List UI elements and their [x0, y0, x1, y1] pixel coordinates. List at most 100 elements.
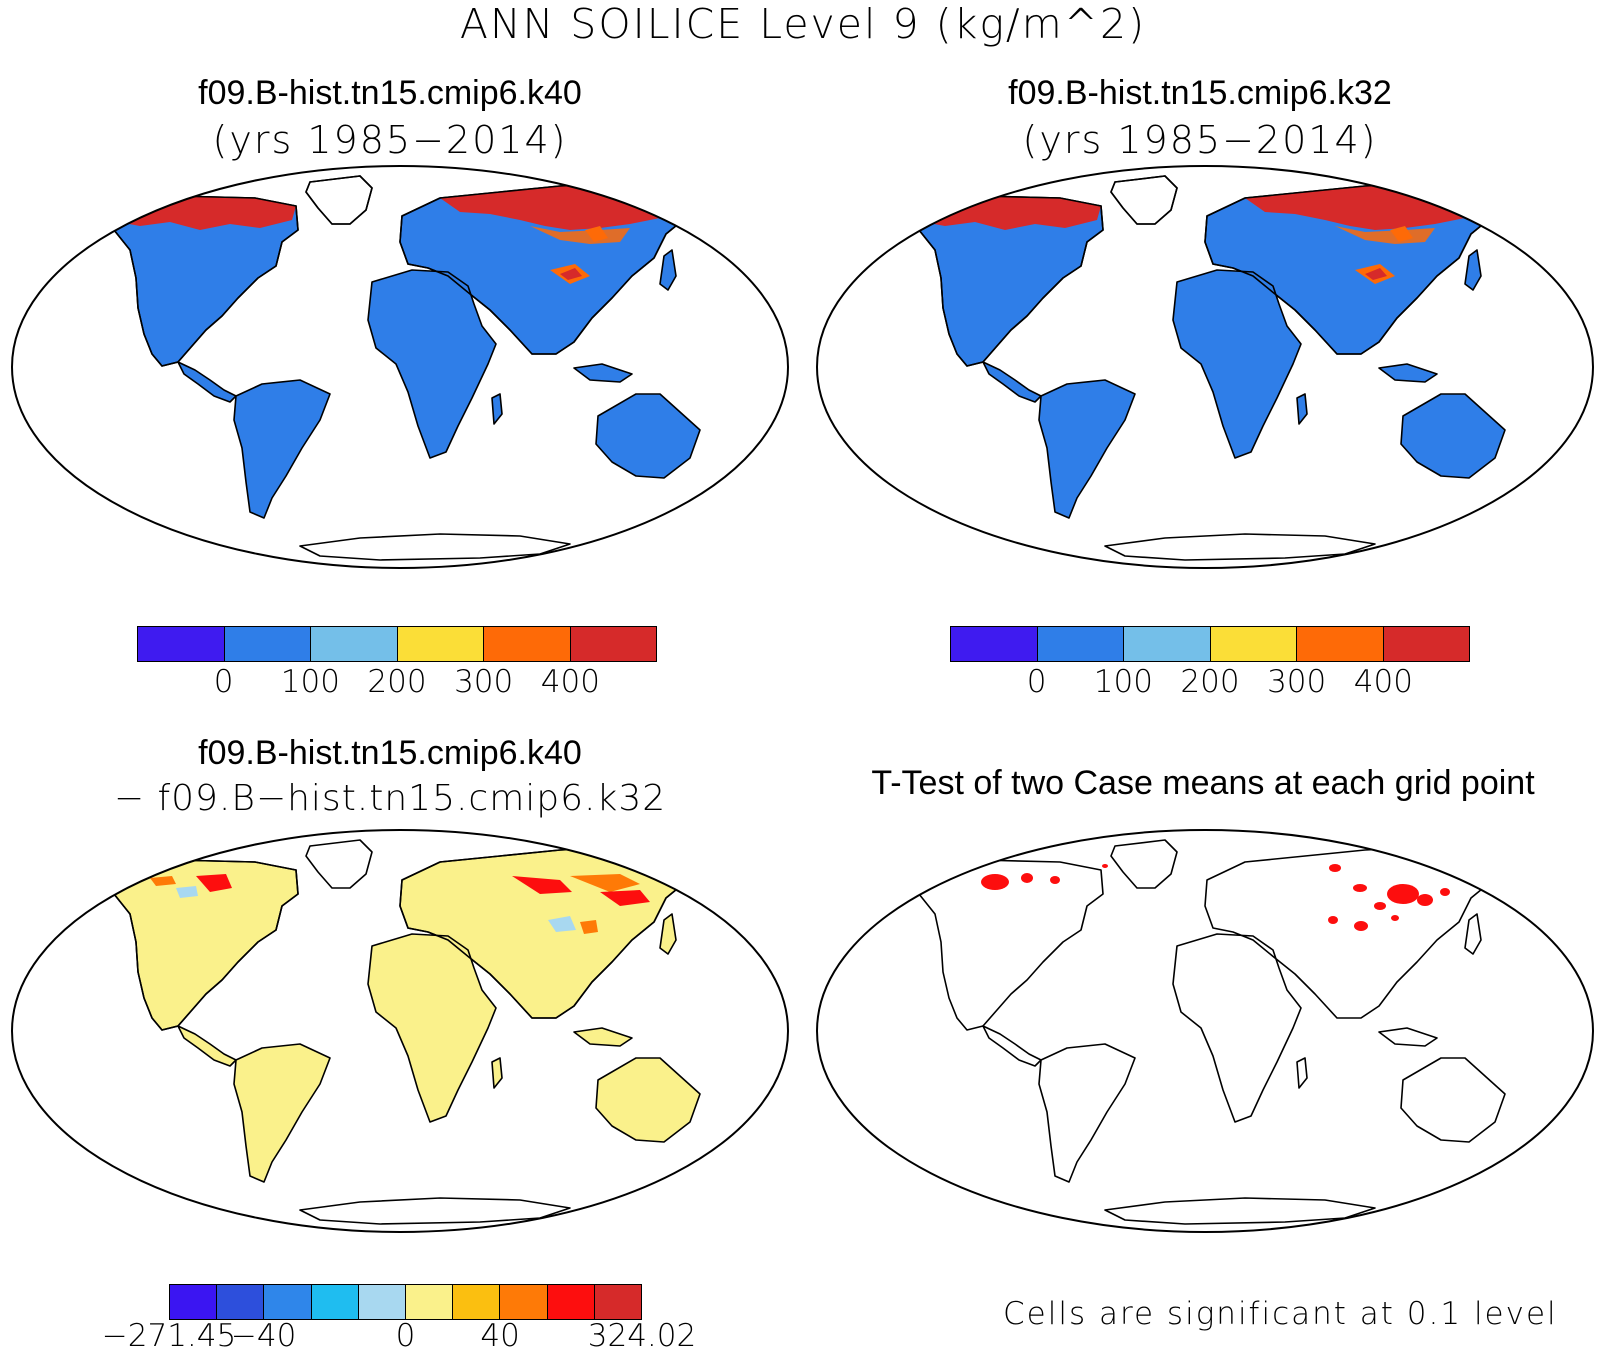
colorbar-segment	[547, 1285, 595, 1319]
continent-australia	[1400, 393, 1506, 479]
significant-cell	[929, 869, 937, 875]
difference-patch	[196, 874, 232, 892]
continent-japan	[1464, 913, 1482, 955]
panel-title-ttest: T-Test of two Case means at each grid po…	[871, 764, 1535, 802]
continent-indonesia	[1378, 363, 1438, 383]
significant-cell	[1374, 902, 1386, 910]
colorbar-segment	[951, 627, 1038, 661]
outline-northAmerica	[911, 195, 1104, 367]
map-land-group	[911, 175, 1548, 561]
significant-cell	[1391, 915, 1399, 921]
colorbar-case1	[137, 626, 657, 662]
continent-northAmerica	[912, 859, 1104, 1031]
colorbar-segment	[138, 627, 225, 661]
colorbar-segment	[1037, 627, 1124, 661]
colorbar-tick-label: 100	[1093, 664, 1153, 700]
continent-centralAmerica	[177, 361, 237, 403]
continent-southAmerica	[233, 1043, 331, 1183]
continent-indonesia	[573, 363, 633, 383]
outline-northAmerica	[106, 195, 299, 367]
map-frame	[11, 165, 789, 569]
continent-madagascar	[491, 1057, 503, 1089]
map-frame	[816, 829, 1594, 1233]
continent-greenland	[1110, 175, 1178, 225]
colorbar-segment	[311, 627, 398, 661]
continent-southAmerica	[233, 379, 331, 519]
significant-cell	[1354, 921, 1368, 931]
panel-title-diff: f09.B-hist.tn15.cmip6.k40	[198, 734, 582, 772]
colorbar-segment	[264, 1285, 312, 1319]
colorbar-difference	[169, 1284, 642, 1320]
tibet-ice-core	[1365, 268, 1387, 280]
continent-africa	[367, 269, 497, 459]
continent-indonesia	[573, 1027, 633, 1047]
outline-northAmerica	[106, 859, 299, 1031]
colorbar-segment	[170, 1285, 218, 1319]
map-land-group	[106, 175, 743, 561]
outline-greenland	[1110, 175, 1178, 225]
continent-africa	[1172, 933, 1302, 1123]
colorbar-tick-label: 200	[367, 664, 427, 700]
colorbar-segment	[217, 1285, 265, 1319]
colorbar-tick-label: −40	[230, 1318, 297, 1354]
colorbar-segment	[1297, 627, 1384, 661]
significant-cell	[1021, 873, 1033, 883]
continent-newZealand	[1534, 465, 1548, 493]
tibet-ice-core	[560, 268, 582, 280]
difference-patch	[548, 916, 576, 932]
significant-cell	[1102, 864, 1108, 868]
map-frame	[816, 165, 1594, 569]
colorbar-segment	[1383, 627, 1469, 661]
outline-greenland	[305, 175, 373, 225]
colorbar-case2	[950, 626, 1470, 662]
colorbar-tick-label: 100	[280, 664, 340, 700]
significant-cell	[1440, 888, 1450, 896]
continent-africa	[1172, 269, 1302, 459]
difference-patch	[570, 874, 640, 892]
significant-cell	[1050, 876, 1060, 884]
continent-antarctica	[299, 1197, 571, 1225]
continent-madagascar	[1296, 393, 1308, 425]
continent-centralAmerica	[177, 1025, 237, 1067]
colorbar-tick-label: 300	[454, 664, 514, 700]
colorbar-tick-label: 0	[395, 1318, 416, 1354]
colorbar-tick-label: 400	[1353, 664, 1413, 700]
continent-greenland	[305, 175, 373, 225]
continent-antarctica	[299, 533, 571, 561]
continent-indonesia	[1378, 1027, 1438, 1047]
significant-cell	[1329, 864, 1341, 872]
significant-cell	[1387, 884, 1419, 904]
permafrost-fringe	[530, 226, 630, 244]
panel-subtitle-case1: (yrs 1985−2014)	[212, 118, 568, 162]
colorbar-tick-label: 40	[480, 1318, 520, 1354]
map-frame	[11, 829, 789, 1233]
map-case2	[816, 165, 1594, 569]
continent-newZealand	[729, 465, 743, 493]
significant-cell	[1353, 884, 1367, 892]
continent-southAmerica	[1038, 379, 1136, 519]
colorbar-segment	[311, 1285, 359, 1319]
continent-japan	[659, 249, 677, 291]
continent-australia	[595, 1057, 701, 1143]
significant-cell	[1417, 894, 1433, 906]
siberia-ice	[1390, 226, 1413, 242]
significant-cell	[981, 874, 1009, 890]
continent-southAmerica	[1038, 1043, 1136, 1183]
colorbar-tick-label: 400	[540, 664, 600, 700]
significance-note: Cells are significant at 0.1 level	[1003, 1296, 1558, 1332]
colorbar-segment	[484, 627, 571, 661]
colorbar-segment	[358, 1285, 407, 1319]
colorbar-segment	[570, 627, 656, 661]
continent-centralAmerica	[982, 1025, 1042, 1067]
colorbar-segment	[406, 1285, 454, 1319]
colorbar-segment	[500, 1285, 548, 1319]
continent-australia	[595, 393, 701, 479]
continent-newZealand	[729, 1129, 743, 1157]
difference-patch	[600, 890, 650, 906]
difference-patch	[150, 876, 176, 886]
map-land-group	[912, 839, 1548, 1225]
continent-japan	[1464, 249, 1482, 291]
colorbar-tick-label: 324.02	[587, 1318, 697, 1354]
map-case1	[11, 165, 789, 569]
continent-madagascar	[1296, 1057, 1308, 1089]
